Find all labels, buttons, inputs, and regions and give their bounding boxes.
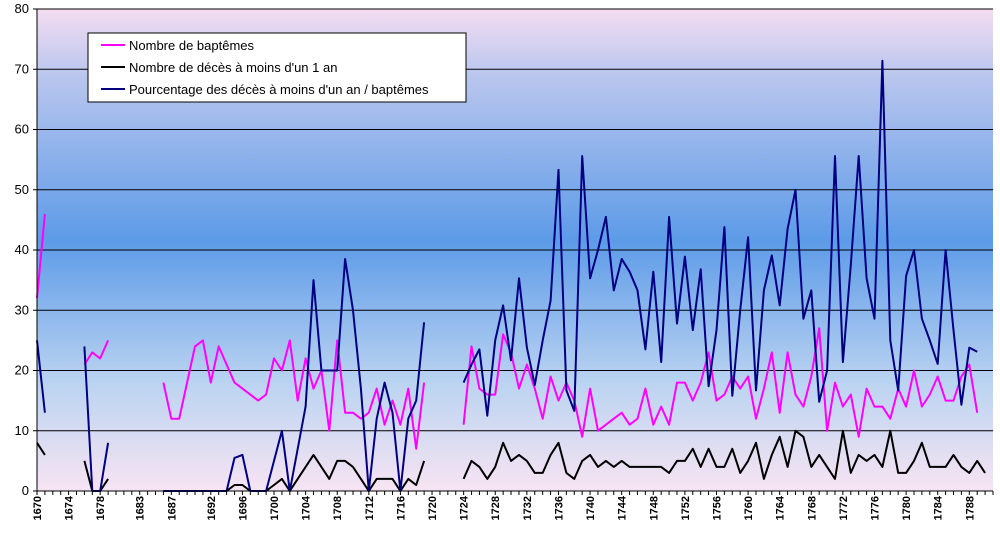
x-tick-label-1674: 1674 [64, 495, 76, 520]
y-tick-label-40: 40 [15, 242, 29, 257]
x-tick-label-1772: 1772 [838, 496, 850, 520]
series-0-line-segment-2 [162, 339, 426, 450]
legend-item-baptemes: Nombre de baptêmes [101, 38, 255, 53]
x-tick-label-1696: 1696 [237, 496, 249, 520]
x-tick-label-1764: 1764 [775, 495, 787, 520]
legend-label-deces: Nombre de décès à moins d'un 1 an [129, 60, 337, 75]
x-tick-label-1728: 1728 [490, 496, 502, 520]
series-0-line-segment-1 [83, 339, 110, 366]
x-tick-label-1736: 1736 [553, 496, 565, 520]
y-tick-label-50: 50 [15, 182, 29, 197]
x-tick-label-1784: 1784 [933, 495, 945, 520]
y-tick-label-10: 10 [15, 423, 29, 438]
legend-item-pourcentage: Pourcentage des décès à moins d'un an / … [101, 82, 429, 97]
series-1-line-segment-0 [36, 442, 46, 456]
x-tick-label-1740: 1740 [585, 496, 597, 520]
y-tick-label-0: 0 [22, 483, 29, 498]
x-tick-label-1687: 1687 [166, 496, 178, 520]
y-tick-label-80: 80 [15, 1, 29, 16]
y-tick-label-60: 60 [15, 122, 29, 137]
legend-box [87, 32, 467, 103]
x-tick-label-1748: 1748 [648, 496, 660, 520]
x-tick-label-1716: 1716 [395, 496, 407, 520]
x-tick-label-1678: 1678 [95, 496, 107, 520]
series-0-line-segment-3 [462, 327, 979, 438]
y-tick-label-70: 70 [15, 61, 29, 76]
series-0-line-segment-0 [36, 213, 46, 299]
x-tick-label-1692: 1692 [206, 496, 218, 520]
y-tick-label-20: 20 [15, 363, 29, 378]
x-tick-label-1768: 1768 [806, 496, 818, 520]
x-tick-label-1700: 1700 [269, 496, 281, 520]
y-tick-label-30: 30 [15, 302, 29, 317]
x-tick-label-1752: 1752 [680, 496, 692, 520]
legend-label-pourcentage: Pourcentage des décès à moins d'un an / … [129, 82, 429, 97]
x-tick-label-1732: 1732 [522, 496, 534, 520]
series-2-line-segment-3 [462, 59, 978, 417]
x-tick-label-1704: 1704 [301, 495, 313, 520]
legend-item-deces: Nombre de décès à moins d'un 1 an [101, 60, 337, 75]
legend: Nombre de baptêmes Nombre de décès à moi… [87, 32, 467, 103]
x-tick-label-1724: 1724 [459, 495, 471, 520]
x-tick-label-1760: 1760 [743, 496, 755, 520]
x-tick-label-1776: 1776 [869, 496, 881, 520]
x-tick-label-1683: 1683 [135, 496, 147, 520]
x-tick-label-1720: 1720 [427, 496, 439, 520]
legend-label-baptemes: Nombre de baptêmes [129, 38, 255, 53]
x-tick-label-1670: 1670 [32, 496, 44, 520]
series-2-line-segment-0 [36, 340, 46, 413]
x-tick-label-1756: 1756 [711, 496, 723, 520]
x-tick-label-1708: 1708 [332, 496, 344, 520]
x-tick-label-1780: 1780 [901, 496, 913, 520]
series-1-line-segment-3 [462, 429, 986, 480]
x-tick-label-1744: 1744 [617, 495, 629, 520]
x-tick-label-1788: 1788 [964, 496, 976, 520]
x-tick-label-1712: 1712 [364, 496, 376, 520]
